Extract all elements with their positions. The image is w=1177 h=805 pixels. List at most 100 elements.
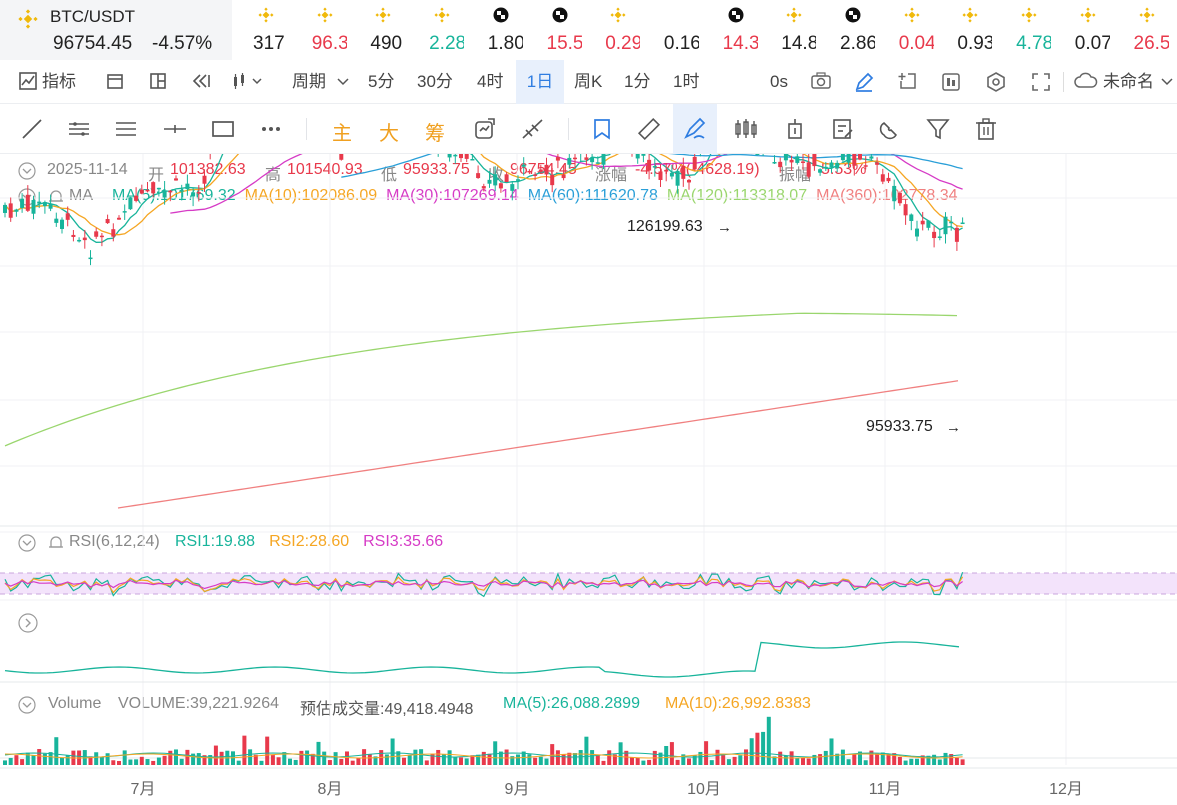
volume-bar <box>333 752 338 765</box>
interval-tab[interactable]: 周K <box>574 72 603 91</box>
chip-distribution-tool[interactable]: 筹 <box>425 123 445 145</box>
filter-icon[interactable] <box>925 116 951 142</box>
ticker-item[interactable]: 96.3 <box>297 0 347 60</box>
volume-bar <box>168 750 173 765</box>
more-icon[interactable] <box>258 116 284 142</box>
ticker-value: 2.86 <box>840 33 875 54</box>
ticker-item[interactable]: 1.80 <box>473 0 523 60</box>
horizontal-ray-icon[interactable] <box>66 116 92 142</box>
ticker-item[interactable]: 0.16 <box>649 0 699 60</box>
chart-style-icon[interactable] <box>940 71 962 93</box>
candle-body <box>476 173 481 179</box>
ticker-item[interactable]: 26.5 <box>1119 0 1169 60</box>
volume-bar <box>37 749 42 765</box>
pencil-icon[interactable] <box>853 71 875 93</box>
current-symbol[interactable]: BTC/USDT 96754.45 -4.57% <box>0 0 232 60</box>
replay-icon[interactable] <box>190 71 212 91</box>
ticker-value: 0.16 <box>663 33 699 54</box>
volume-bar <box>806 758 811 765</box>
ticker-item[interactable]: 14.8 <box>766 0 816 60</box>
candle-body <box>561 174 566 179</box>
candle-body <box>875 162 880 165</box>
volume-bar <box>413 749 418 765</box>
candle-body <box>692 156 697 170</box>
volume-bar <box>407 754 412 765</box>
fullscreen-icon[interactable] <box>1030 71 1052 93</box>
candles-icon[interactable] <box>733 116 759 142</box>
interval-tab[interactable]: 4时 <box>477 72 504 91</box>
interval-tab[interactable]: 5分 <box>368 72 395 91</box>
ticker-item[interactable]: 0.04 <box>884 0 934 60</box>
layout-name-dropdown[interactable]: 未命名 <box>1103 72 1154 91</box>
estimated-volume: 预估成交量:49,418.4948 <box>300 701 474 718</box>
expand-icon[interactable] <box>18 613 38 633</box>
parallel-channel-icon[interactable] <box>113 116 139 142</box>
big-order-tool[interactable]: 大 <box>379 123 399 145</box>
bookmark-icon[interactable] <box>589 116 615 142</box>
interval-tab[interactable]: 1分 <box>624 72 651 91</box>
ticker-item[interactable]: 15.5 <box>532 0 582 60</box>
high-value: 101540.93 <box>287 161 363 178</box>
ticker-item[interactable]: 4.78 <box>1001 0 1051 60</box>
main-force-tool[interactable]: 主 <box>332 123 352 145</box>
interval-tab[interactable]: 30分 <box>417 72 453 91</box>
candle-body <box>145 189 150 192</box>
rectangle-icon[interactable] <box>210 116 236 142</box>
magnet-icon[interactable] <box>877 116 903 142</box>
horizontal-line-icon[interactable] <box>162 116 188 142</box>
collapse-icon[interactable] <box>18 696 36 714</box>
ticker-item[interactable]: 14.3 <box>708 0 758 60</box>
indicator-button[interactable]: 指标 <box>42 72 76 91</box>
candle-body <box>635 154 640 159</box>
bell-icon[interactable] <box>46 533 66 553</box>
long-position-icon[interactable] <box>782 116 808 142</box>
measure-icon[interactable] <box>520 116 546 142</box>
interval-tab[interactable]: 1日 <box>516 60 564 104</box>
ticker-item[interactable]: 317 <box>238 0 288 60</box>
brush-icon[interactable] <box>682 116 708 142</box>
camera-icon[interactable] <box>810 71 832 91</box>
add-window-icon[interactable] <box>896 71 918 93</box>
bell-icon[interactable] <box>46 187 66 207</box>
volume-bar <box>362 749 367 765</box>
ticker-value: 14.3 <box>722 33 758 54</box>
interval-tab[interactable]: 1时 <box>673 72 700 91</box>
indicator-icon[interactable] <box>18 71 38 91</box>
settings-icon[interactable] <box>985 71 1007 93</box>
rsi-name: RSI(6,12,24) <box>69 533 160 550</box>
volume-bar <box>937 759 942 765</box>
volume-bar <box>932 754 937 765</box>
volume-bar <box>99 756 104 765</box>
volume-bar <box>590 750 595 765</box>
candle-body <box>191 192 196 197</box>
ticker-item[interactable]: 2.86 <box>825 0 875 60</box>
volume-bar <box>926 755 931 765</box>
cloud-icon[interactable] <box>1074 71 1098 91</box>
volume-bar <box>647 759 652 765</box>
candle-type-icon[interactable] <box>231 71 265 91</box>
ticker-item[interactable]: 490 <box>355 0 405 60</box>
trend-line-icon[interactable] <box>19 116 45 142</box>
ticker-item[interactable]: 2.28 <box>414 0 464 60</box>
candle-body <box>202 175 207 184</box>
volume-bar <box>476 754 481 765</box>
volume-bar <box>162 755 167 765</box>
ruler-icon[interactable] <box>636 116 662 142</box>
sync-icon[interactable] <box>472 116 498 142</box>
calendar-icon[interactable] <box>105 71 125 91</box>
volume-bar <box>681 754 686 765</box>
low-value: 95933.75 <box>403 161 470 178</box>
volume-bar <box>823 750 828 765</box>
x-axis-label: 9月 <box>505 781 530 798</box>
ticker-item[interactable]: 0.29 <box>590 0 640 60</box>
candle-body <box>538 169 543 172</box>
trash-icon[interactable] <box>973 116 999 142</box>
layout-icon[interactable] <box>148 71 168 91</box>
ticker-item[interactable]: 0.07 <box>1060 0 1110 60</box>
collapse-icon[interactable] <box>18 534 36 552</box>
collapse-icon[interactable] <box>18 162 36 180</box>
kline-chart[interactable]: 7月 8月 9月 10月 11月 12月 <box>0 154 1177 805</box>
note-icon[interactable] <box>830 116 856 142</box>
ticker-item[interactable]: 0.93 <box>942 0 992 60</box>
period-dropdown[interactable]: 周期 <box>292 72 326 91</box>
